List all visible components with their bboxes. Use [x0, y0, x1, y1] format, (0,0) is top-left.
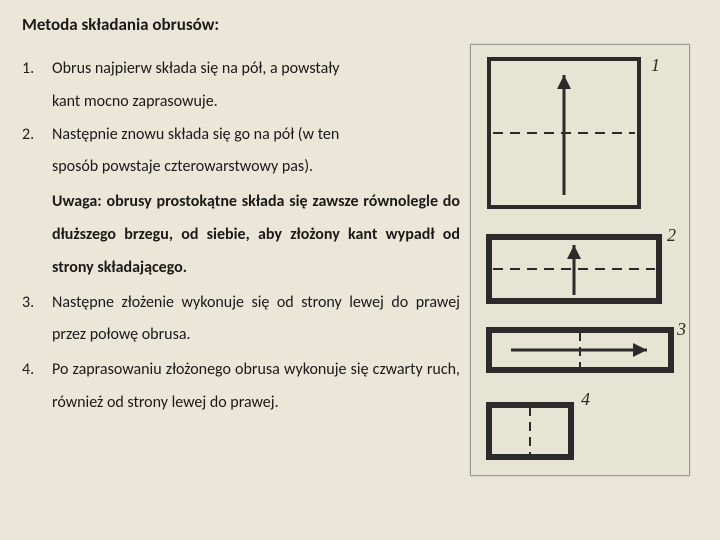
svg-text:4: 4 [581, 389, 590, 409]
item-number: 2. [22, 119, 52, 152]
item-note: Uwaga: obrusy prostokątne składa się zaw… [22, 186, 460, 284]
svg-text:3: 3 [676, 319, 686, 339]
item-text: Następnie znowu składa się go na pół (w … [52, 119, 460, 152]
diagram-frame: 1 2 3 4 [470, 44, 690, 476]
folding-diagram: 1 2 3 4 [471, 45, 689, 475]
item-number: 4. [22, 354, 52, 420]
list-item: 1. Obrus najpierw składa się na pół, a p… [22, 53, 460, 86]
list-item: 4. Po zaprasowaniu złożonego obrusa wyko… [22, 354, 460, 420]
list-item: 3. Następne złożenie wykonuje się od str… [22, 287, 460, 353]
item-continuation: sposób powstaje czterowarstwowy pas). [22, 151, 460, 184]
item-continuation: kant mocno zaprasowuje. [22, 86, 460, 119]
item-text: Następne złożenie wykonuje się od strony… [52, 287, 460, 353]
item-number: 3. [22, 287, 52, 353]
item-number: 1. [22, 53, 52, 86]
text-column: Metoda składania obrusów: 1. Obrus najpi… [0, 0, 470, 540]
svg-text:2: 2 [667, 225, 676, 245]
svg-text:1: 1 [651, 55, 660, 75]
item-text: Po zaprasowaniu złożonego obrusa wykonuj… [52, 354, 460, 420]
page-title: Metoda składania obrusów: [22, 14, 460, 35]
item-text: Obrus najpierw składa się na pół, a pows… [52, 53, 460, 86]
figure-column: 1 2 3 4 [470, 0, 710, 540]
list-item: 2. Następnie znowu składa się go na pół … [22, 119, 460, 152]
